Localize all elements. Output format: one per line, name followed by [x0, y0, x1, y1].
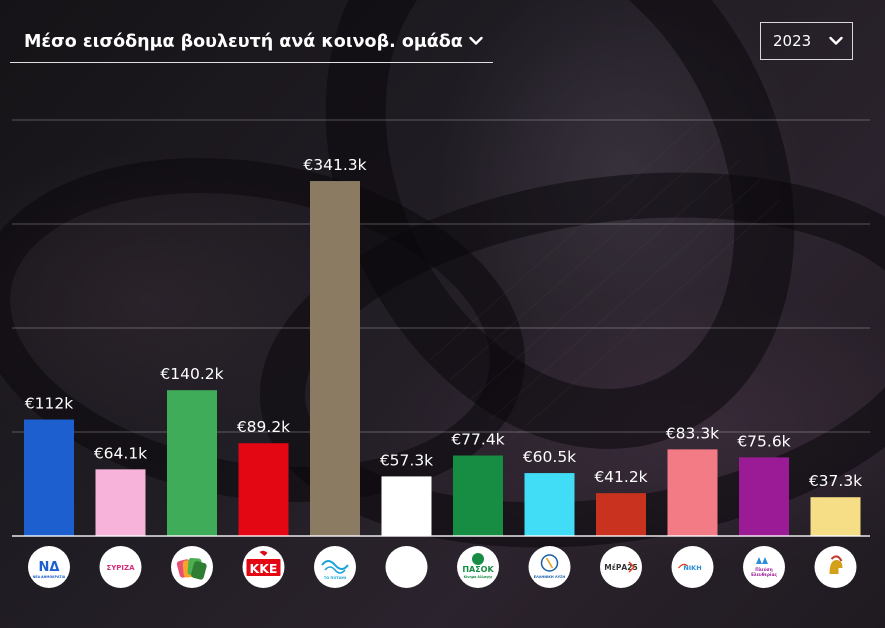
bar-value-label-1: €112k — [25, 395, 73, 413]
syriza-logo-icon: ΣΥΡΙΖΑ — [99, 546, 142, 588]
nea-aristera-logo-icon — [171, 546, 213, 588]
bar-value-label-3: €140.2k — [160, 365, 223, 383]
bar-12 — [810, 497, 861, 536]
logo-text: ΤΟ ΠΟΤΑΜΙ — [324, 576, 346, 580]
logo-shape — [259, 550, 268, 556]
bar-value-label-10: €83.3k — [666, 424, 719, 442]
bar-3 — [167, 390, 217, 536]
logo-circle — [457, 546, 499, 588]
logo-shape — [191, 561, 207, 580]
year-value: 2023 — [773, 32, 812, 50]
logo-text: ΚΚΕ — [250, 561, 278, 576]
potami-logo-icon: ΤΟ ΠΟΤΑΜΙ — [314, 546, 356, 588]
logo-shape — [830, 555, 843, 562]
bar-11 — [739, 457, 789, 536]
logo-text: ΝΔ — [39, 560, 60, 575]
logo-text: ΣΥΡΙΖΑ — [106, 564, 135, 572]
chevron-down-icon — [829, 36, 843, 45]
bar-value-label-11: €75.6k — [737, 432, 790, 450]
logo-circle — [600, 546, 642, 588]
blank-logo-icon — [385, 546, 428, 588]
bar-value-label-12: €37.3k — [809, 472, 862, 490]
bar-value-label-7: €77.4k — [451, 431, 504, 449]
logo-shape — [545, 557, 554, 569]
bar-value-label-9: €41.2k — [594, 468, 647, 486]
logo-shape — [246, 559, 281, 576]
bar-value-label-6: €57.3k — [380, 451, 433, 469]
chart-title-dropdown[interactable]: Μέσο εισόδημα βουλευτή ανά κοινοβ. ομάδα — [10, 22, 493, 63]
bar-9 — [596, 493, 646, 536]
logo-circle — [99, 546, 142, 588]
logo-subtext: Κίνημα Αλλαγής — [464, 575, 493, 579]
logo-circle — [528, 546, 571, 588]
bar-4 — [238, 443, 289, 536]
logo-circle — [314, 546, 356, 588]
logo-circle — [28, 546, 70, 588]
elliniki-lysi-logo-icon: ΕΛΛΗΝΙΚΗ ΛΥΣΗ — [528, 546, 571, 588]
kke-logo-icon: ΚΚΕ — [242, 546, 285, 588]
logo-circle — [385, 546, 428, 588]
logo-shape — [321, 560, 349, 570]
logo-shape — [472, 553, 484, 565]
bar-value-label-8: €60.5k — [523, 448, 576, 466]
logo-subtext: Ελευθερίας — [751, 572, 777, 577]
logo-text: ΜέΡΑ25 — [604, 563, 637, 572]
logo-shape — [829, 560, 843, 574]
logo-text: ΝΙΚΗ — [683, 564, 701, 572]
logo-shape — [678, 563, 688, 569]
mera25-logo-icon: ΜέΡΑ25 — [600, 546, 642, 588]
bar-5 — [310, 181, 360, 536]
bar-7 — [453, 455, 503, 536]
bar-2 — [95, 469, 146, 536]
logo-shape — [756, 557, 768, 564]
logo-circle — [671, 546, 714, 588]
chevron-down-icon — [469, 36, 483, 45]
bar-value-label-2: €64.1k — [94, 444, 147, 462]
logo-shape — [324, 566, 346, 574]
logo-text: ΠΑΣΟΚ — [462, 565, 494, 574]
logo-shape — [540, 554, 559, 572]
logo-circle — [743, 546, 785, 588]
bar-10 — [667, 449, 718, 536]
bar-8 — [524, 473, 575, 536]
bar-value-label-4: €89.2k — [237, 418, 290, 436]
bar-value-label-5: €341.3k — [303, 156, 366, 174]
year-dropdown[interactable]: 2023 — [760, 22, 853, 60]
niki-logo-icon: ΝΙΚΗ — [671, 546, 714, 588]
spartiates-logo-icon — [814, 546, 857, 588]
logo-text: ΕΛΛΗΝΙΚΗ ΛΥΣΗ — [534, 575, 566, 579]
bar-1 — [24, 419, 74, 536]
logo-shape — [628, 561, 636, 573]
logo-text: Πλεύση — [755, 567, 773, 572]
chart-title: Μέσο εισόδημα βουλευτή ανά κοινοβ. ομάδα — [24, 32, 463, 52]
bar-6 — [381, 476, 432, 536]
logo-subtext: ΝΕΑ ΔΗΜΟΚΡΑΤΙΑ — [33, 575, 66, 579]
